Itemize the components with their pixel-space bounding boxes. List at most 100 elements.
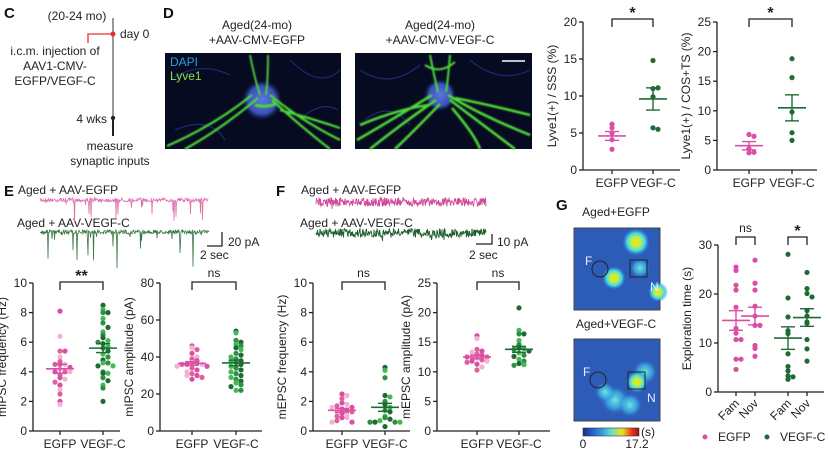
- significance-label: ns: [739, 221, 752, 235]
- data-point: [100, 315, 106, 322]
- data-point: [785, 314, 791, 320]
- data-point: [238, 382, 244, 388]
- data-point: [238, 352, 244, 358]
- data-point: [339, 400, 345, 406]
- novel-marker: N: [647, 391, 656, 405]
- data-point: [67, 369, 73, 375]
- data-point: [57, 308, 63, 314]
- trace-label-egfp: Aged + AAV-EGFP: [301, 183, 401, 197]
- data-point: [511, 353, 517, 360]
- significance-bracket: [748, 18, 793, 27]
- data-point: [100, 302, 106, 308]
- scale-y-label: 20 pA: [228, 235, 259, 249]
- y-tick-label: 8: [20, 306, 27, 320]
- dapi-label: DAPI: [170, 55, 198, 69]
- x-tick-label: VEGF-C: [213, 437, 259, 451]
- data-point: [110, 363, 116, 369]
- x-tick-label: VEGF-C: [496, 437, 542, 451]
- data-point: [733, 304, 739, 310]
- data-point: [105, 324, 111, 330]
- panel-c: C (20-24 mo) day 0 i.c.m. injection of A…: [4, 5, 150, 168]
- y-axis-label: mEPSC frequency (Hz): [275, 295, 289, 420]
- y-tick-label: 10: [698, 104, 712, 118]
- data-point: [751, 149, 757, 155]
- data-point: [57, 386, 63, 393]
- chart-d_costs: 0 5 10 15 20 25 Lyve1(+) / COS+TS (%) EGFP VEGF-…: [679, 5, 817, 190]
- data-point: [516, 337, 522, 344]
- mipsc-trace-egfp: [39, 196, 209, 223]
- data-point: [334, 413, 340, 419]
- data-point: [228, 374, 234, 380]
- y-tick-label: 5: [570, 126, 577, 140]
- image-title: Aged(24-mo): [405, 18, 475, 32]
- data-point: [789, 130, 795, 136]
- data-point: [397, 419, 403, 425]
- data-point: [733, 287, 739, 293]
- y-tick-label: 10: [418, 365, 432, 379]
- data-point: [785, 251, 791, 257]
- data-point: [95, 363, 101, 369]
- scale-x-label: 2 sec: [200, 248, 229, 262]
- data-point: [785, 295, 791, 301]
- x-tick-label: EGFP: [326, 437, 359, 451]
- y-tick-label: 40: [141, 350, 155, 364]
- data-point: [789, 56, 795, 62]
- x-tick-label: EGFP: [176, 437, 209, 451]
- y-tick-label: 6: [300, 335, 307, 349]
- data-point: [238, 347, 244, 353]
- age-label: (20-24 mo): [48, 9, 107, 23]
- data-point: [609, 121, 615, 127]
- data-point: [194, 359, 200, 366]
- data-point: [238, 339, 244, 345]
- data-point: [184, 372, 190, 379]
- x-tick-label: Nov: [736, 396, 761, 421]
- data-point: [189, 345, 195, 351]
- data-point: [334, 403, 340, 409]
- colorbar-min: 0: [580, 437, 587, 451]
- data-point: [521, 362, 527, 368]
- data-point: [474, 346, 480, 352]
- x-tick-label: VEGF-C: [630, 176, 676, 190]
- significance-bracket: [735, 236, 756, 245]
- data-point: [372, 419, 378, 425]
- y-tick-label: 10: [699, 336, 713, 350]
- significance-label: *: [794, 223, 801, 240]
- y-tick-label: 0: [424, 424, 431, 438]
- significance-label: ns: [492, 266, 505, 280]
- data-point: [57, 354, 63, 360]
- image-title: +AAV-CMV-VEGF-C: [386, 33, 495, 47]
- data-point: [804, 286, 810, 292]
- chart-e_amp: 0 20 40 60 80 mIPSC amplitude (pA) EGFP VEGF-C n…: [122, 266, 262, 451]
- panel-g-heatmaps: G Aged+EGFP F N Aged+VEGF-C F N (s: [556, 197, 826, 451]
- data-point: [382, 375, 388, 381]
- day0-label: day 0: [120, 27, 150, 41]
- data-point: [105, 370, 111, 376]
- x-tick-label: EGFP: [44, 437, 77, 451]
- significance-label: **: [75, 268, 88, 285]
- y-tick-label: 0: [300, 424, 307, 438]
- legend: EGFP VEGF-C: [702, 430, 826, 444]
- measure-text: synaptic inputs: [70, 154, 149, 168]
- y-tick-label: 15: [564, 52, 578, 66]
- data-point: [194, 347, 200, 353]
- data-point: [387, 416, 393, 422]
- mepsc-trace-egfp: [315, 195, 487, 209]
- data-point: [511, 362, 517, 368]
- data-point: [199, 374, 205, 380]
- data-point: [179, 361, 185, 367]
- week4-label: 4 wks: [76, 112, 107, 126]
- familiar-marker: F: [585, 254, 592, 268]
- data-point: [233, 350, 239, 356]
- data-point: [382, 415, 388, 421]
- measure-text: measure: [87, 139, 134, 153]
- data-point: [100, 375, 106, 381]
- data-point: [367, 419, 373, 425]
- data-point: [57, 348, 63, 354]
- chart-d_sss: 0 5 10 15 20 Lyve1(+) / SSS (%) EGFP VEGF-C *: [545, 5, 680, 190]
- data-point: [516, 305, 522, 311]
- data-point: [785, 363, 791, 370]
- data-point: [349, 419, 355, 425]
- data-point: [392, 419, 398, 425]
- data-point: [62, 348, 68, 354]
